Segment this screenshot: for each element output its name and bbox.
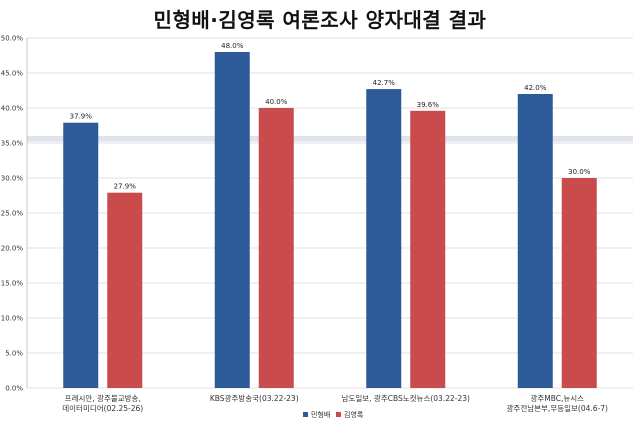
bar-김영록	[107, 192, 143, 388]
bar-김영록	[561, 178, 597, 388]
y-tick-label: 10.0%	[1, 315, 24, 323]
bar-민형배	[517, 94, 553, 388]
data-label: 48.0%	[221, 42, 244, 50]
legend-swatch	[336, 412, 341, 417]
x-category-label: 남도일보, 광주CBS노컷뉴스(03.22-23)	[342, 393, 470, 403]
x-category-label: KBS광주방송국(03.22-23)	[210, 393, 299, 403]
y-tick-label: 15.0%	[1, 280, 24, 288]
data-label: 42.7%	[373, 79, 396, 87]
data-label: 40.0%	[265, 98, 288, 106]
y-tick-label: 20.0%	[1, 245, 24, 253]
y-tick-label: 25.0%	[1, 210, 24, 218]
legend-swatch	[303, 412, 308, 417]
bar-민형배	[63, 122, 99, 388]
highlight-band	[27, 136, 633, 142]
y-tick-label: 40.0%	[1, 105, 24, 113]
x-category-label: 데이터미디어(02.25-26)	[62, 403, 143, 413]
y-tick-label: 35.0%	[1, 140, 24, 148]
bars	[63, 52, 597, 389]
legend-label: 민형배	[311, 410, 330, 419]
data-label: 39.6%	[417, 101, 440, 109]
y-tick-label: 30.0%	[1, 175, 24, 183]
y-tick-label: 50.0%	[1, 35, 24, 43]
data-label: 30.0%	[568, 168, 591, 176]
y-axis-ticks: 0.0% 5.0% 10.0% 15.0% 20.0% 25.0% 30.0% 35.0% 40…	[1, 35, 24, 393]
data-label: 37.9%	[70, 113, 93, 121]
legend-label: 김영록	[344, 410, 364, 419]
bar-민형배	[366, 89, 402, 388]
data-label: 42.0%	[524, 84, 547, 92]
data-labels: 37.9% 27.9% 48.0% 40.0% 42.7% 39.6% 42.0% 30.0%	[70, 42, 591, 191]
data-label: 27.9%	[114, 183, 137, 191]
x-category-label: 광주전남본부,무등일보(04.6-7)	[507, 403, 608, 413]
x-category-label: 광주MBC,뉴시스	[530, 393, 584, 403]
legend: 민형배 김영록	[303, 410, 364, 419]
y-tick-label: 5.0%	[5, 350, 23, 358]
y-tick-label: 45.0%	[1, 70, 24, 78]
y-tick-label: 0.0%	[5, 385, 23, 393]
x-axis-categories: 프레시안, 광주불교방송,데이터미디어(02.25-26) KBS광주방송국(03…	[62, 393, 608, 413]
x-category-label: 프레시안, 광주불교방송,	[65, 393, 141, 403]
chart-title: 민형배·김영록 여론조사 양자대결 결과	[153, 8, 487, 32]
bar-김영록	[258, 108, 294, 388]
bar-민형배	[214, 52, 250, 388]
bar-김영록	[410, 110, 446, 389]
